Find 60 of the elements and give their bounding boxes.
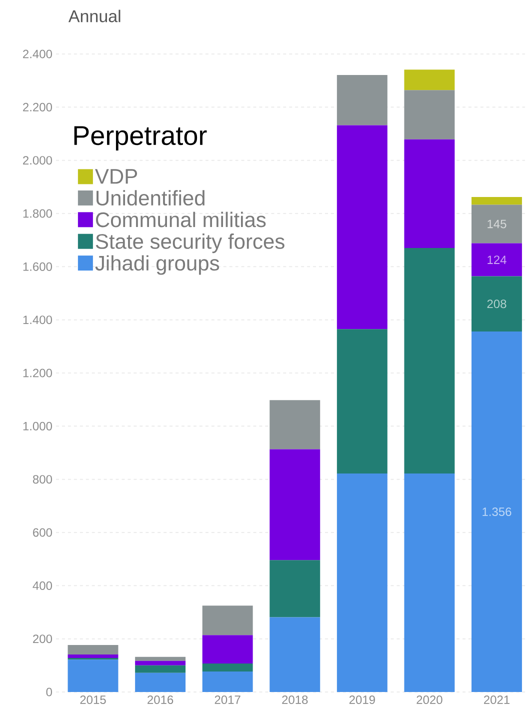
bar: [472, 243, 522, 276]
bar: [336, 473, 388, 692]
y-tick-label: 2.400: [23, 50, 52, 58]
y-tick-label: 600: [33, 528, 52, 537]
bar: [472, 276, 522, 332]
y-tick-label: 2.000: [23, 156, 52, 165]
legend-label: Communal militias: [96, 212, 266, 228]
bar: [135, 660, 186, 666]
x-tick-label: 2016: [148, 696, 174, 704]
bar: [336, 125, 388, 330]
bar: [404, 248, 455, 474]
bar: [68, 644, 118, 655]
x-tick-label: 2015: [80, 696, 106, 704]
bar: [472, 332, 522, 692]
bar: [135, 665, 186, 673]
x-tick-label: 2019: [349, 696, 375, 704]
bar: [336, 329, 388, 474]
bar: [472, 204, 522, 244]
y-tick-label: 1.000: [23, 422, 52, 430]
bar: [472, 197, 522, 205]
data-label: 208: [487, 300, 506, 308]
y-tick-label: 1.800: [23, 209, 52, 218]
data-label: 1.356: [482, 508, 512, 516]
y-tick-label: 1.400: [23, 316, 52, 324]
legend-label: Jihadi groups: [95, 255, 220, 275]
bar: [202, 606, 253, 636]
y-tick-label: 800: [32, 475, 52, 484]
y-tick-label: 2.200: [23, 102, 52, 112]
y-tick-label: 1.600: [23, 262, 52, 271]
legend-title: Perpetrator: [74, 126, 207, 150]
bar: [336, 74, 388, 126]
x-tick-label: 2018: [282, 696, 308, 704]
x-tick-label: 2017: [214, 696, 240, 704]
legend-label: Unidentified: [96, 190, 204, 206]
bar: [270, 449, 320, 560]
y-tick-label: 0: [46, 688, 52, 696]
bar: [135, 672, 186, 692]
legend-label: VDP: [95, 169, 138, 184]
data-label: 124: [488, 256, 506, 264]
y-tick-label: 200: [33, 634, 52, 644]
chart-title: Annual: [68, 10, 120, 22]
x-tick-label: 2020: [416, 696, 442, 704]
x-tick-label: 2021: [484, 696, 510, 704]
bar: [202, 635, 253, 664]
bar: [135, 656, 186, 661]
bar: [404, 70, 455, 90]
data-label: 145: [488, 220, 506, 228]
bar: [270, 617, 320, 692]
legend-label: State security forces: [96, 234, 284, 254]
bar: [270, 400, 320, 450]
bar: [404, 139, 455, 248]
bar: [202, 664, 253, 672]
bar: [68, 654, 118, 658]
bar: [404, 473, 455, 692]
y-tick-label: 1.200: [23, 368, 52, 378]
bar: [68, 660, 118, 692]
bar: [270, 560, 320, 618]
bar: [404, 90, 455, 140]
y-tick-label: 400: [32, 581, 52, 590]
bar: [202, 672, 253, 692]
